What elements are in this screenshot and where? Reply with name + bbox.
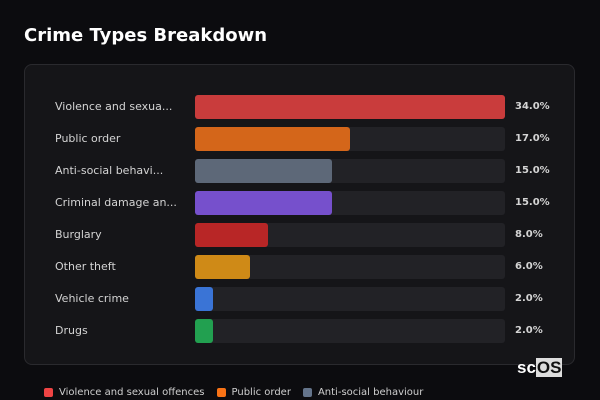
legend-label: Anti-social behaviour	[317, 387, 424, 398]
category-label: Public order	[55, 132, 121, 145]
bar-track	[195, 287, 505, 311]
bar-row: Vehicle crime 2.0%	[25, 287, 574, 311]
bar-row: Public order 17.0%	[25, 127, 574, 151]
bar-track	[195, 223, 505, 247]
value-label: 17.0%	[515, 133, 550, 144]
bar-track	[195, 191, 505, 215]
logo-box: OS	[535, 358, 563, 377]
legend-item[interactable]: Public order	[216, 387, 291, 398]
bar-row: Violence and sexua... 34.0%	[25, 95, 574, 119]
bar[interactable]	[195, 191, 332, 215]
bar[interactable]	[195, 127, 350, 151]
value-label: 34.0%	[515, 101, 550, 112]
bar[interactable]	[195, 255, 250, 279]
bar[interactable]	[195, 159, 332, 183]
bar[interactable]	[195, 223, 268, 247]
category-label: Burglary	[55, 228, 102, 241]
bar-track	[195, 159, 505, 183]
legend: Violence and sexual offences Public order…	[44, 387, 423, 398]
bar-row: Anti-social behavi... 15.0%	[25, 159, 574, 183]
category-label: Other theft	[55, 260, 116, 273]
legend-swatch	[302, 388, 312, 397]
value-label: 15.0%	[515, 165, 550, 176]
bar[interactable]	[195, 287, 214, 311]
category-label: Vehicle crime	[55, 292, 129, 305]
category-label: Anti-social behavi...	[55, 164, 164, 177]
bar[interactable]	[195, 95, 505, 119]
bar-track	[195, 255, 505, 279]
category-label: Criminal damage an...	[55, 196, 177, 209]
legend-item[interactable]: Anti-social behaviour	[302, 387, 424, 398]
bar-row: Other theft 6.0%	[25, 255, 574, 279]
value-label: 2.0%	[515, 293, 543, 304]
value-label: 8.0%	[515, 229, 543, 240]
bar-row: Burglary 8.0%	[25, 223, 574, 247]
bar-row: Criminal damage an... 15.0%	[25, 191, 574, 215]
legend-item[interactable]: Violence and sexual offences	[44, 387, 205, 398]
bar[interactable]	[195, 319, 214, 343]
bar-track	[195, 95, 505, 119]
logo-prefix: sc	[517, 358, 536, 377]
bar-track	[195, 127, 505, 151]
legend-swatch	[216, 388, 226, 397]
legend-label: Violence and sexual offences	[59, 387, 205, 398]
scos-logo: scOS	[517, 358, 563, 378]
value-label: 6.0%	[515, 261, 543, 272]
category-label: Drugs	[55, 324, 88, 337]
legend-swatch	[44, 388, 53, 397]
legend-label: Public order	[231, 387, 291, 398]
chart-title: Crime Types Breakdown	[24, 25, 268, 46]
value-label: 2.0%	[515, 325, 543, 336]
category-label: Violence and sexua...	[55, 100, 173, 113]
bar-row: Drugs 2.0%	[25, 319, 574, 343]
chart-card: Violence and sexua... 34.0% Public order …	[24, 64, 575, 365]
bar-track	[195, 319, 505, 343]
value-label: 15.0%	[515, 197, 550, 208]
